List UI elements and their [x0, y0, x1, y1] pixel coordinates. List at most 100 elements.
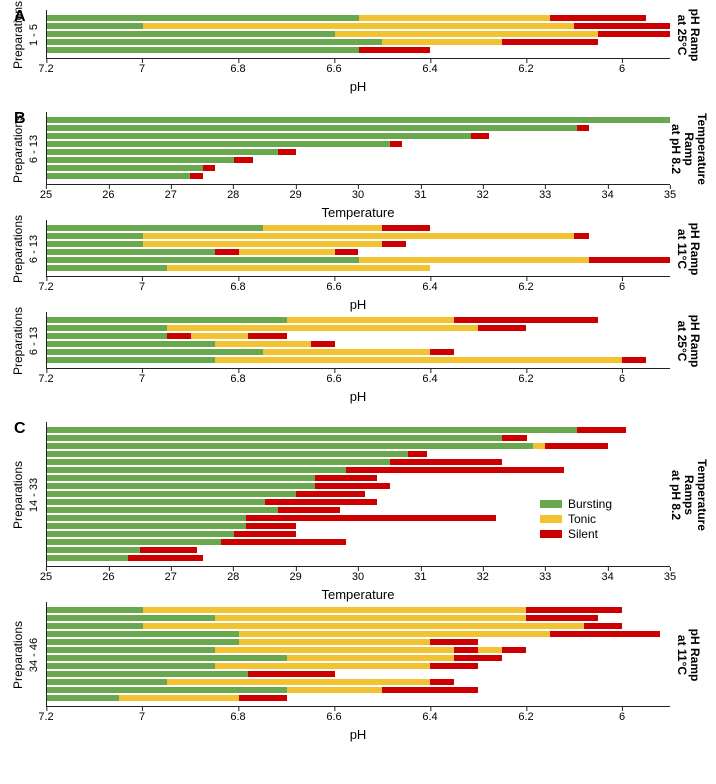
bar-row — [47, 555, 670, 561]
right-label: pH Rampat 25°C — [675, 8, 701, 61]
segment-silent — [454, 647, 478, 653]
segment-tonic — [287, 317, 455, 323]
bar-row — [47, 225, 670, 231]
segment-silent — [502, 435, 527, 441]
segment-silent — [382, 241, 406, 247]
xtick: 29 — [289, 189, 301, 201]
segment-silent — [430, 663, 478, 669]
segment-silent — [577, 125, 589, 131]
segment-bursting — [47, 647, 215, 653]
segment-silent — [589, 257, 670, 263]
segment-tonic — [143, 607, 526, 613]
segment-tonic — [359, 15, 551, 21]
xtick: 7.2 — [38, 281, 53, 293]
segment-bursting — [47, 491, 296, 497]
subplot: Preparations6 - 13 pH Rampat 11°C — [10, 220, 706, 277]
segment-bursting — [47, 523, 246, 529]
segment-silent — [278, 507, 340, 513]
xtick: 6.8 — [230, 281, 245, 293]
xlabel: Temperature — [46, 587, 670, 602]
xaxis-ticks: 7.276.86.66.46.26 — [46, 63, 670, 77]
xtick: 32 — [477, 571, 489, 583]
panel-B: BPreparations6 - 13TemperatureRampat pH … — [10, 112, 706, 404]
segment-bursting — [47, 607, 143, 613]
bar-row — [47, 647, 670, 653]
segment-bursting — [47, 165, 203, 171]
xtick: 6.8 — [230, 711, 245, 723]
segment-tonic — [143, 241, 383, 247]
segment-tonic — [263, 225, 383, 231]
xtick: 7.2 — [38, 63, 53, 75]
segment-silent — [215, 249, 239, 255]
subplot: Preparations34 - 46pH Rampat 11°C — [10, 602, 706, 707]
bar-row — [47, 141, 670, 147]
xtick: 6 — [619, 63, 625, 75]
bar-row — [47, 125, 670, 131]
segment-silent — [234, 157, 253, 163]
segment-silent — [502, 39, 598, 45]
segment-silent — [471, 133, 490, 139]
segment-bursting — [47, 39, 382, 45]
segment-bursting — [47, 695, 119, 701]
segment-silent — [278, 149, 297, 155]
subplot: Preparations6 - 13pH Rampat 25°C — [10, 312, 706, 369]
bar-row — [47, 349, 670, 355]
segment-tonic — [143, 233, 574, 239]
segment-bursting — [47, 241, 143, 247]
ylabel-box: Preparations6 - 13 — [10, 220, 46, 277]
segment-silent — [390, 141, 402, 147]
subplot: Preparations14 - 33BurstingTonicSilentTe… — [10, 422, 706, 567]
segment-bursting — [47, 125, 577, 131]
bar-row — [47, 663, 670, 669]
segment-bursting — [47, 333, 167, 339]
ylabel-main: Preparations — [11, 114, 25, 182]
segment-silent — [478, 325, 526, 331]
xtick: 6 — [619, 711, 625, 723]
xtick: 7 — [139, 711, 145, 723]
right-label-box: pH Rampat 11°C — [670, 602, 706, 707]
segment-silent — [526, 615, 598, 621]
segment-silent — [246, 523, 296, 529]
right-label-box: TemperatureRampat pH 8.2 — [670, 112, 706, 185]
segment-bursting — [47, 483, 315, 489]
xtick: 6.6 — [326, 281, 341, 293]
segment-silent — [248, 333, 286, 339]
right-label-box: pH Rampat 25°C — [670, 10, 706, 59]
legend-label: Silent — [568, 527, 598, 541]
plot-area — [46, 10, 670, 59]
segment-bursting — [47, 47, 359, 53]
segment-bursting — [47, 31, 335, 37]
segment-bursting — [47, 23, 143, 29]
segment-tonic — [239, 249, 335, 255]
segment-bursting — [47, 265, 167, 271]
plot-area — [46, 312, 670, 369]
bar-row — [47, 325, 670, 331]
xaxis-ticks: 7.276.86.66.46.26 — [46, 281, 670, 295]
xtick: 6 — [619, 281, 625, 293]
right-label: pH Rampat 11°C — [675, 222, 701, 275]
xtick: 26 — [102, 571, 114, 583]
segment-silent — [246, 515, 495, 521]
segment-tonic — [167, 679, 431, 685]
legend-swatch — [540, 515, 562, 523]
plot-area — [46, 220, 670, 277]
bar-row — [47, 547, 670, 553]
legend-swatch — [540, 500, 562, 508]
segment-tonic — [533, 443, 545, 449]
bar-row — [47, 173, 670, 179]
segment-silent — [239, 695, 287, 701]
bar-row — [47, 607, 670, 613]
segment-tonic — [359, 257, 589, 263]
bar-row — [47, 265, 670, 271]
ylabel-box: Preparations1 - 5 — [10, 10, 46, 59]
xtick: 6.2 — [518, 711, 533, 723]
xaxis-ticks: 7.276.86.66.46.26 — [46, 373, 670, 387]
segment-bursting — [47, 117, 670, 123]
segment-tonic — [167, 325, 479, 331]
segment-bursting — [47, 499, 265, 505]
bar-row — [47, 357, 670, 363]
ylabel-range: 1 - 5 — [28, 23, 40, 45]
segment-silent — [311, 341, 335, 347]
segment-silent — [430, 679, 454, 685]
xtick: 33 — [539, 189, 551, 201]
